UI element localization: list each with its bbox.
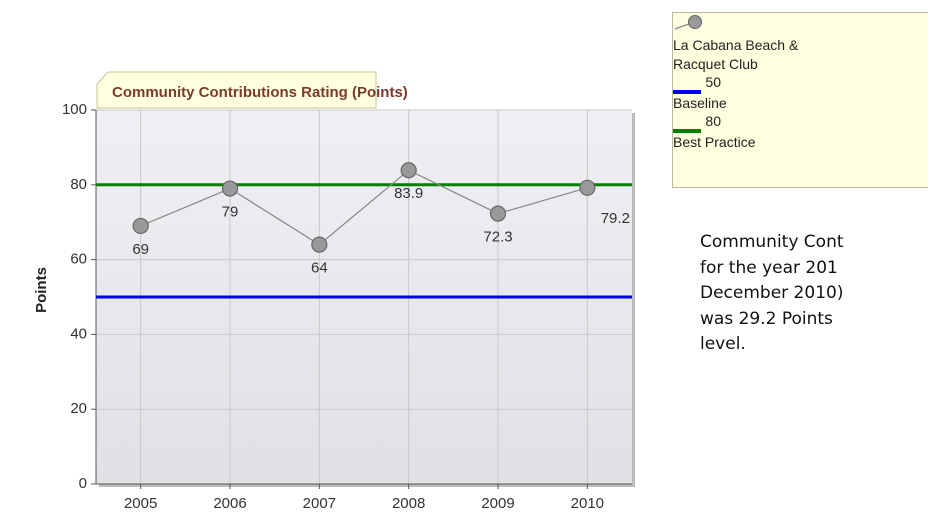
- y-tick-label: 100: [62, 101, 87, 118]
- x-tick-label: 2008: [392, 495, 425, 512]
- chart: Community Contributions Rating (Points) …: [33, 71, 635, 512]
- legend-num: 50: [705, 74, 721, 90]
- data-point: [132, 217, 149, 235]
- x-tick-label: 2006: [213, 495, 246, 512]
- legend-label: Baseline: [673, 95, 727, 111]
- description-line: December 2010): [700, 283, 844, 303]
- description-line: level.: [700, 334, 746, 354]
- legend-label: La Cabana Beach & Racquet Club: [673, 37, 799, 72]
- description-line: Community Cont: [700, 232, 844, 252]
- x-tick-label: 2010: [571, 495, 604, 512]
- description: Community Cont for the year 201 December 2…: [700, 230, 928, 358]
- data-label: 79: [222, 204, 239, 221]
- legend-swatch: [673, 129, 701, 133]
- data-label: 83.9: [394, 185, 423, 202]
- data-label: 79.2: [601, 210, 630, 227]
- y-tick-label: 20: [70, 400, 87, 417]
- legend-marker-dot: [688, 15, 702, 29]
- legend-marker: [674, 15, 702, 30]
- description-line: was 29.2 Points: [700, 308, 833, 329]
- data-point: [400, 162, 417, 179]
- legend-item: 80 Best Practice: [673, 113, 928, 152]
- data-point: [221, 180, 239, 197]
- title-tab: [96, 71, 377, 109]
- y-tick-label: 40: [70, 325, 87, 342]
- series-line: [140, 169, 588, 246]
- legend-item: 50 Baseline: [673, 74, 928, 113]
- data-label: 64: [311, 260, 328, 277]
- data-point: [311, 236, 328, 253]
- x-tick-label: 2009: [481, 495, 514, 512]
- data-label: 69: [132, 241, 149, 258]
- x-tick-label: 2007: [303, 495, 336, 512]
- legend-swatch: [673, 90, 701, 94]
- chart-title: Community Contributions Rating (Points): [112, 84, 408, 101]
- data-label: 72.3: [483, 229, 512, 246]
- legend-item: La Cabana Beach & Racquet Club: [673, 13, 928, 74]
- description-line: for the year 201: [700, 257, 838, 278]
- y-tick-label: 80: [70, 176, 87, 193]
- data-point: [489, 205, 507, 222]
- legend-label: Best Practice: [673, 134, 756, 150]
- data-point: [579, 179, 596, 196]
- y-axis-label: Points: [33, 267, 50, 313]
- x-tick-label: 2005: [124, 495, 157, 512]
- y-tick-label: 60: [70, 251, 87, 268]
- legend-num: 80: [705, 113, 721, 129]
- legend: La Cabana Beach & Racquet Club 50 Baseline…: [672, 12, 928, 188]
- y-tick-label: 0: [79, 475, 87, 492]
